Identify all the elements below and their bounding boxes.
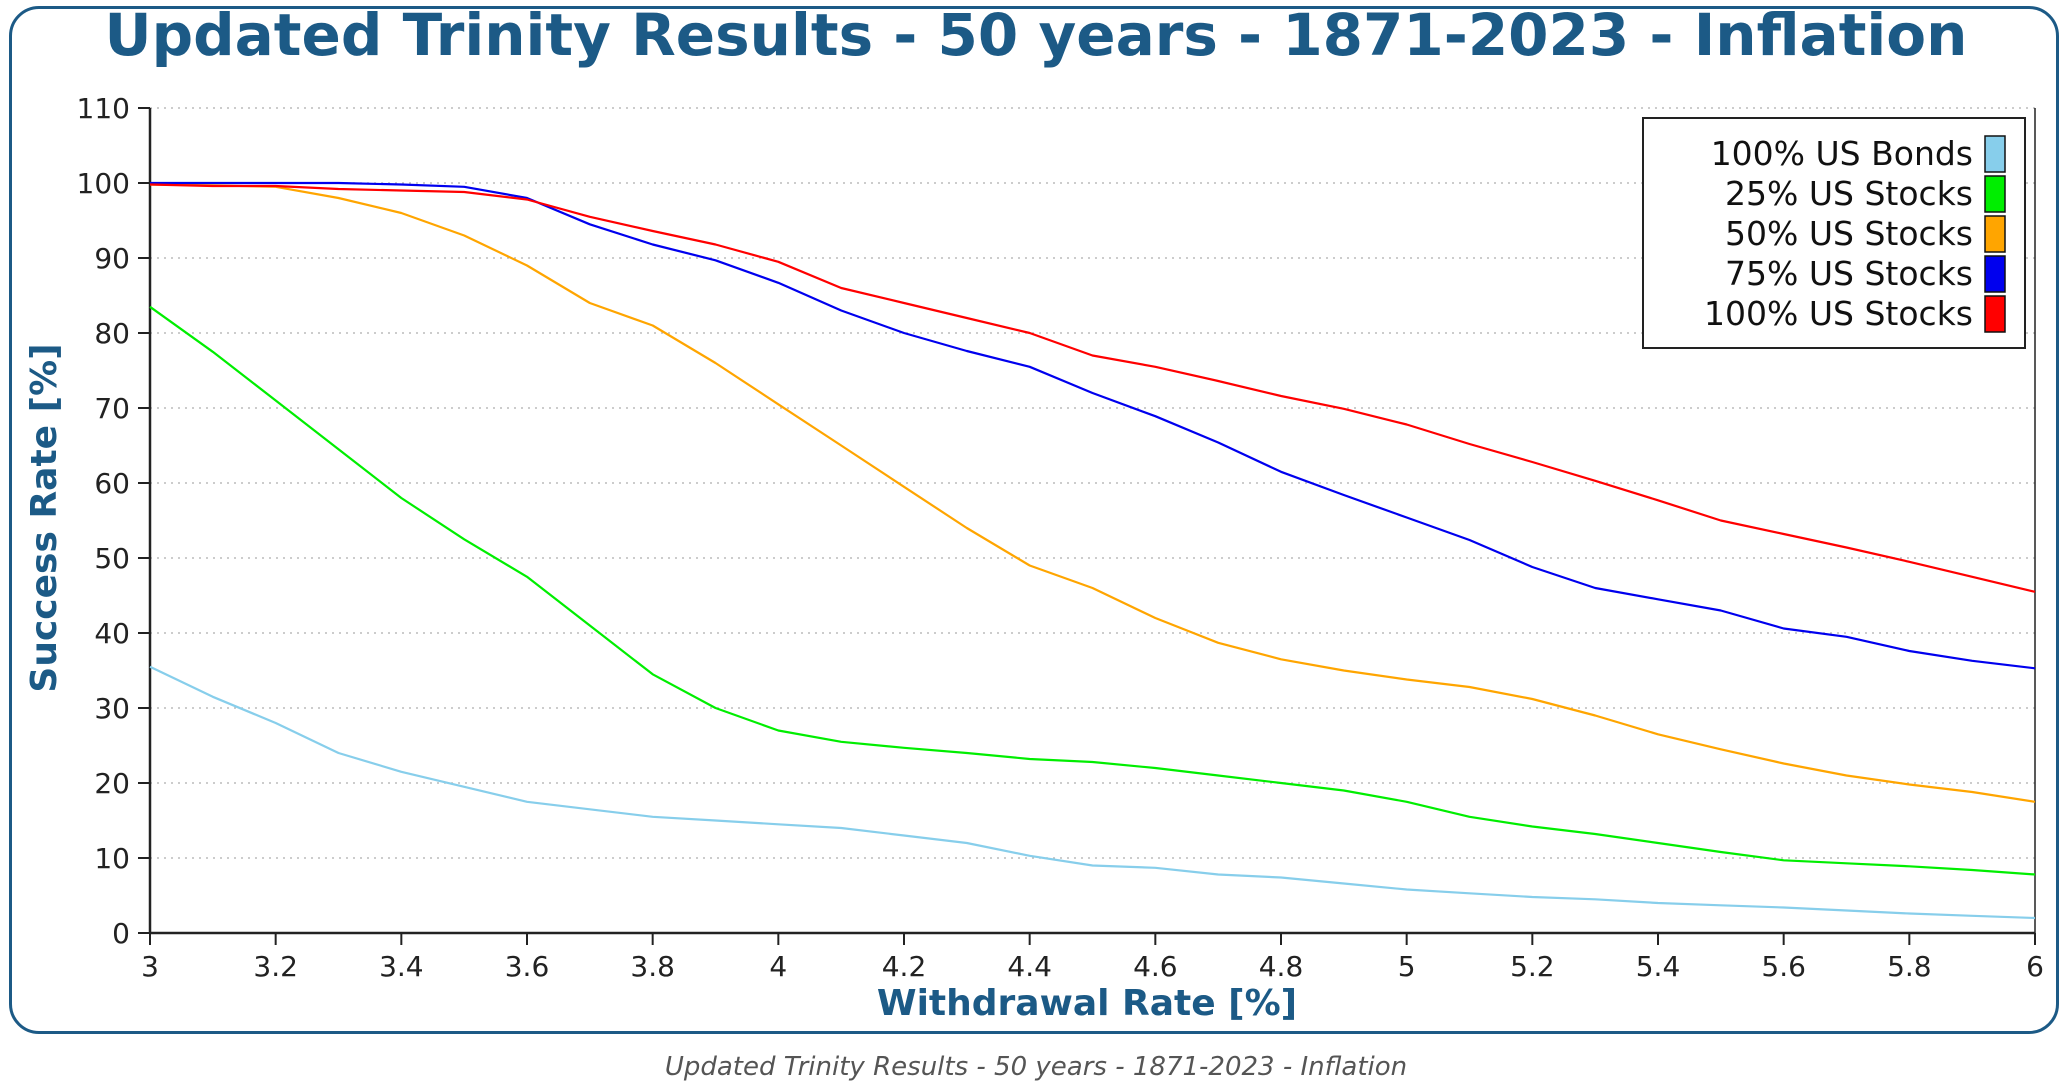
legend-label: 100% US Bonds [1711,134,1973,173]
x-tick-label: 6 [2026,950,2044,983]
y-tick-label: 60 [94,467,130,500]
x-tick-label: 5.4 [1636,950,1681,983]
legend-swatch [1984,215,2006,253]
legend-label: 50% US Stocks [1725,214,1973,253]
x-tick-label: 4.8 [1259,950,1304,983]
x-tick-label: 3.4 [379,950,424,983]
x-tick-label: 4 [769,950,787,983]
y-tick-label: 80 [94,317,130,350]
chart-title: Updated Trinity Results - 50 years - 187… [105,1,1968,69]
y-tick-label: 50 [94,542,130,575]
x-tick-label: 5 [1398,950,1416,983]
series-lines [149,181,2036,920]
legend-swatch [1984,255,2006,293]
y-tick-label: 20 [94,767,130,800]
x-axis-label: Withdrawal Rate [%] [877,983,1297,1024]
y-tick-label: 110 [77,92,130,125]
series-line-4 [150,181,2036,670]
x-tick-label: 3 [141,950,159,983]
x-tick-label: 5.6 [1761,950,1806,983]
legend-label: 25% US Stocks [1725,174,1973,213]
legend-label: 100% US Stocks [1704,294,1973,333]
x-tick-label: 5.2 [1510,950,1555,983]
line-chart: Updated Trinity Results - 50 years - 187… [24,1,2044,1024]
legend-swatch [1984,175,2006,213]
series-line-3 [149,183,2036,803]
y-tick-label: 10 [94,842,130,875]
legend-box [1642,117,2026,349]
axes [138,107,2036,945]
legend-swatch [1984,135,2006,173]
x-tick-labels: 3 3.2 3.4 3.6 3.8 4 4.2 4.4 4.6 4.8 5 5.2 5.4 5.6 5.8 6 [141,950,2044,983]
x-tick-label: 4.4 [1007,950,1052,983]
y-tick-label: 70 [94,392,130,425]
y-tick-label: 40 [94,617,130,650]
x-tick-label: 3.6 [505,950,550,983]
series-line-2 [149,305,2036,876]
y-axis-label: Success Rate [%] [24,343,65,692]
series-line-5 [149,183,2036,593]
x-tick-label: 4.6 [1133,950,1178,983]
figure-caption: Updated Trinity Results - 50 years - 187… [664,1052,1408,1082]
legend-swatch [1984,295,2006,333]
y-tick-label: 30 [94,692,130,725]
x-tick-label: 3.2 [253,950,298,983]
y-tick-label: 100 [77,167,130,200]
legend-label: 75% US Stocks [1725,254,1973,293]
y-tick-labels: 0 10 20 30 40 50 60 70 80 90 100 110 [77,92,130,950]
series-line-1 [149,665,2036,920]
y-tick-label: 0 [112,917,130,950]
x-tick-label: 4.2 [882,950,927,983]
x-tick-label: 3.8 [630,950,675,983]
x-tick-label: 5.8 [1887,950,1932,983]
y-tick-label: 90 [94,242,130,275]
